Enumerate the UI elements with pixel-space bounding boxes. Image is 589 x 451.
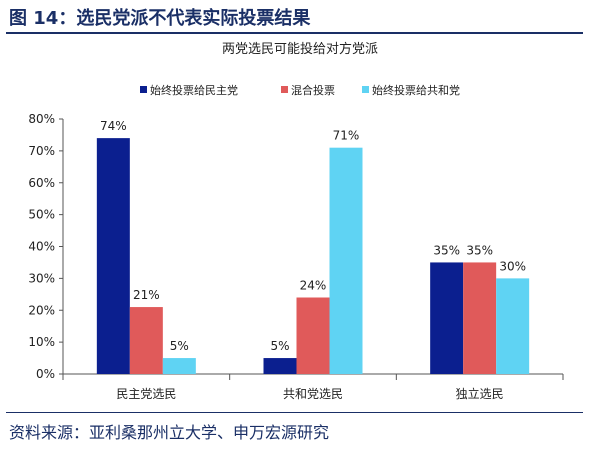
data-label: 5% xyxy=(170,339,189,353)
x-tick-label: 独立选民 xyxy=(456,386,504,401)
bar-chart: 两党选民可能投给对方党派 始终投票给民主党 混合投票 始终投票给共和党 0% 10% 2… xyxy=(28,41,564,401)
data-label: 30% xyxy=(499,259,526,273)
y-tick-label: 80% xyxy=(28,112,55,126)
source-divider xyxy=(6,412,583,413)
data-label: 71% xyxy=(333,129,360,143)
bar xyxy=(329,147,363,374)
data-label: 5% xyxy=(270,339,289,353)
y-tick-label: 0% xyxy=(36,367,55,381)
data-label: 21% xyxy=(133,288,160,302)
y-tick-label: 30% xyxy=(28,271,55,285)
legend-label: 始终投票给民主党 xyxy=(150,83,238,97)
bar xyxy=(96,138,130,374)
legend-swatch xyxy=(281,86,288,93)
bar xyxy=(296,297,330,374)
legend-swatch xyxy=(140,86,147,93)
title-divider xyxy=(6,32,583,34)
y-tick-label: 40% xyxy=(28,240,55,254)
data-label: 74% xyxy=(100,119,127,133)
y-tick-label: 50% xyxy=(28,208,55,222)
bar xyxy=(263,358,297,374)
y-tick-label: 10% xyxy=(28,335,55,349)
chart-axes: 0% 10% 20% 30% 40% 50% 60% 70% 80% 民主党选民 共和党选民 独立选民 xyxy=(28,112,564,401)
bar xyxy=(129,307,163,374)
legend-label: 始终投票给共和党 xyxy=(372,83,460,97)
x-tick-label: 共和党选民 xyxy=(283,386,343,401)
bar xyxy=(430,262,464,374)
data-label: 35% xyxy=(433,243,460,257)
legend-swatch xyxy=(362,86,369,93)
legend-label: 混合投票 xyxy=(291,83,335,97)
bar xyxy=(463,262,497,374)
y-tick-label: 70% xyxy=(28,144,55,158)
chart-legend: 始终投票给民主党 混合投票 始终投票给共和党 xyxy=(140,83,460,97)
chart-bars: 74% 5% 35% 21% 24% 35% 5% 71% 30% xyxy=(96,119,530,374)
y-tick-label: 20% xyxy=(28,303,55,317)
data-label: 24% xyxy=(300,279,327,293)
source-note: 资料来源：亚利桑那州立大学、申万宏源研究 xyxy=(9,423,330,442)
chart-title: 两党选民可能投给对方党派 xyxy=(222,41,378,57)
y-tick-label: 60% xyxy=(28,176,55,190)
figure-title: 图 14：选民党派不代表实际投票结果 xyxy=(9,8,311,29)
data-label: 35% xyxy=(466,243,493,257)
x-tick-label: 民主党选民 xyxy=(116,386,176,401)
bar xyxy=(496,278,530,374)
bar xyxy=(162,358,196,374)
